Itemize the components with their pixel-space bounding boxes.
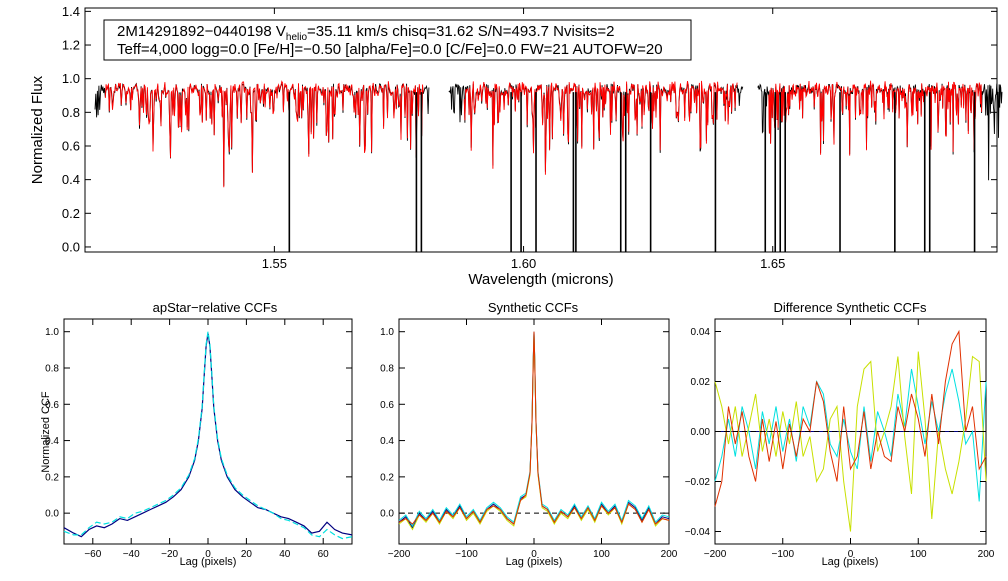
synthetic-x-tick-label: −100	[455, 549, 478, 560]
synthetic-ccf-title: Synthetic CCFs	[488, 300, 579, 315]
apstar-x-tick-label: 60	[318, 549, 330, 560]
spectrum-info-line-2: Teff=4,000 logg=0.0 [Fe/H]=−0.50 [alpha/…	[117, 41, 663, 58]
apstar-y-tick-label: 0.6	[45, 400, 59, 411]
synthetic-ccf-axes: −200 −100 0 100 200 0.0 0.2 0.4 0.6 0.8 1.0	[380, 319, 678, 560]
apstar-x-tick-label: 20	[241, 549, 253, 560]
synthetic-x-tick-label: 200	[661, 549, 678, 560]
apstar-x-tick-label: −60	[84, 549, 101, 560]
synthetic-series-visit-1	[398, 331, 670, 527]
diff-ccf-axes: −200 −100 0 100 200 −0.04 −0.02 0.00 0.02 0.04	[685, 319, 995, 560]
synthetic-x-tick-label: 0	[531, 549, 537, 560]
diff-ccf-panel: Difference Synthetic CCFs −200 −100 0 100 20…	[685, 300, 995, 568]
spectrum-y-tick-label: 0.8	[62, 105, 80, 120]
diff-ccf-x-axis-label: Lag (pixels)	[822, 556, 879, 568]
synthetic-ccf-plot-area	[398, 331, 670, 531]
apstar-x-tick-label: 40	[279, 549, 291, 560]
apstar-ccf-plot-area	[63, 331, 353, 540]
spectrum-chip-3-model	[767, 80, 983, 156]
diff-ccf-title: Difference Synthetic CCFs	[774, 300, 927, 315]
diff-x-tick-label: 100	[910, 549, 927, 560]
apstar-y-tick-label: 0.0	[45, 509, 59, 520]
spectrum-info-line-1: 2M14291892−0440198 Vhelio=35.11 km/s chi…	[117, 23, 614, 43]
diff-x-tick-label: −200	[704, 549, 727, 560]
synthetic-ccf-x-axis-label: Lag (pixels)	[506, 556, 563, 568]
spectrum-y-tick-label: 0.6	[62, 139, 80, 154]
apstar-y-tick-label: 0.8	[45, 363, 59, 374]
spectrum-y-tick-label: 1.0	[62, 71, 80, 86]
apstar-x-tick-label: −20	[161, 549, 178, 560]
apstar-y-tick-label: 1.0	[45, 327, 59, 338]
synthetic-y-tick-label: 0.8	[380, 363, 394, 374]
spectrum-x-tick-label: 1.55	[262, 256, 287, 271]
apstar-ccf-frame	[63, 318, 353, 545]
spectrum-y-tick-label: 1.4	[62, 4, 80, 19]
apstar-y-tick-label: 0.4	[45, 436, 59, 447]
spectrum-axes: 1.55 1.60 1.65 0.0 0.2 0.4 0.6 0.8 1.0 1.2 1.4	[62, 4, 997, 271]
diff-y-tick-label: 0.02	[691, 377, 711, 388]
diff-ccf-plot-area	[714, 329, 987, 532]
spectrum-x-tick-label: 1.60	[511, 256, 536, 271]
apstar-ccf-axes: −60 −40 −20 0 20 40 60 0.0 0.2 0.4 0.6 0.8 1.0	[45, 319, 352, 560]
info-star-and-vhelio: 2M14291892−0440198 V	[117, 23, 286, 40]
info-vhelio-subscript: helio	[286, 32, 308, 43]
synthetic-y-tick-label: 0.2	[380, 472, 394, 483]
diff-x-tick-label: −100	[771, 549, 794, 560]
synthetic-y-tick-label: 0.4	[380, 436, 394, 447]
synthetic-x-tick-label: −200	[388, 549, 411, 560]
spectrum-y-axis-label: Normalized Flux	[29, 75, 46, 184]
spectrum-y-tick-label: 0.2	[62, 206, 80, 221]
spectrum-x-axis-label: Wavelength (microns)	[468, 271, 613, 288]
diff-y-tick-label: −0.02	[685, 477, 711, 488]
apstar-x-tick-label: 0	[205, 549, 211, 560]
spectrum-chip-1-observed	[94, 82, 430, 186]
apstar-y-tick-label: 0.2	[45, 472, 59, 483]
apstar-x-tick-label: −40	[123, 549, 140, 560]
synthetic-series-model	[398, 331, 670, 525]
synthetic-y-tick-label: 0.6	[380, 400, 394, 411]
diff-series-visit-2	[714, 351, 987, 532]
spectrum-plot-area	[94, 80, 1003, 252]
apstar-ccf-x-axis-label: Lag (pixels)	[180, 556, 237, 568]
diff-series-model	[714, 329, 987, 507]
apstar-series-visit-2	[63, 331, 353, 540]
apstar-ccf-title: apStar−relative CCFs	[153, 300, 278, 315]
apstar-ccf-panel: apStar−relative CCFs −60 −40 −20 0 20 40 60 0.0…	[40, 300, 353, 568]
spectrum-y-tick-label: 1.2	[62, 38, 80, 53]
info-rv-chisq-snr: =35.11 km/s chisq=31.62 S/N=493.7 Nvisit…	[307, 23, 614, 40]
diff-y-tick-label: 0.04	[691, 327, 711, 338]
spectrum-x-tick-label: 1.65	[760, 256, 785, 271]
diff-y-tick-label: 0.00	[691, 427, 711, 438]
apstar-series-visit-1	[63, 333, 353, 538]
spectrum-info-box	[103, 19, 692, 61]
synthetic-y-tick-label: 1.0	[380, 327, 394, 338]
diff-y-tick-label: −0.04	[685, 527, 711, 538]
spectrum-y-tick-label: 0.0	[62, 240, 80, 255]
synthetic-ccf-panel: Synthetic CCFs −200 −100 0 100 200 0.0 0.2 0.4 0…	[380, 300, 678, 568]
synthetic-series-combined	[398, 331, 670, 529]
spectrum-y-tick-label: 0.4	[62, 172, 80, 187]
spectrum-frame	[84, 7, 998, 253]
spectrum-chip-2-model	[463, 80, 738, 175]
synthetic-x-tick-label: 100	[593, 549, 610, 560]
apstar-ccf-y-axis-label: Normalized CCF	[40, 391, 52, 473]
synthetic-y-tick-label: 0.0	[380, 509, 394, 520]
diff-series-visit-1	[714, 368, 987, 502]
diff-x-tick-label: 0	[848, 549, 854, 560]
spectrum-chip-1-model	[104, 80, 424, 188]
diff-x-tick-label: 200	[978, 549, 995, 560]
spectrum-panel: 1.55 1.60 1.65 0.0 0.2 0.4 0.6 0.8 1.0 1.2 1.4 2M1…	[29, 4, 1003, 288]
